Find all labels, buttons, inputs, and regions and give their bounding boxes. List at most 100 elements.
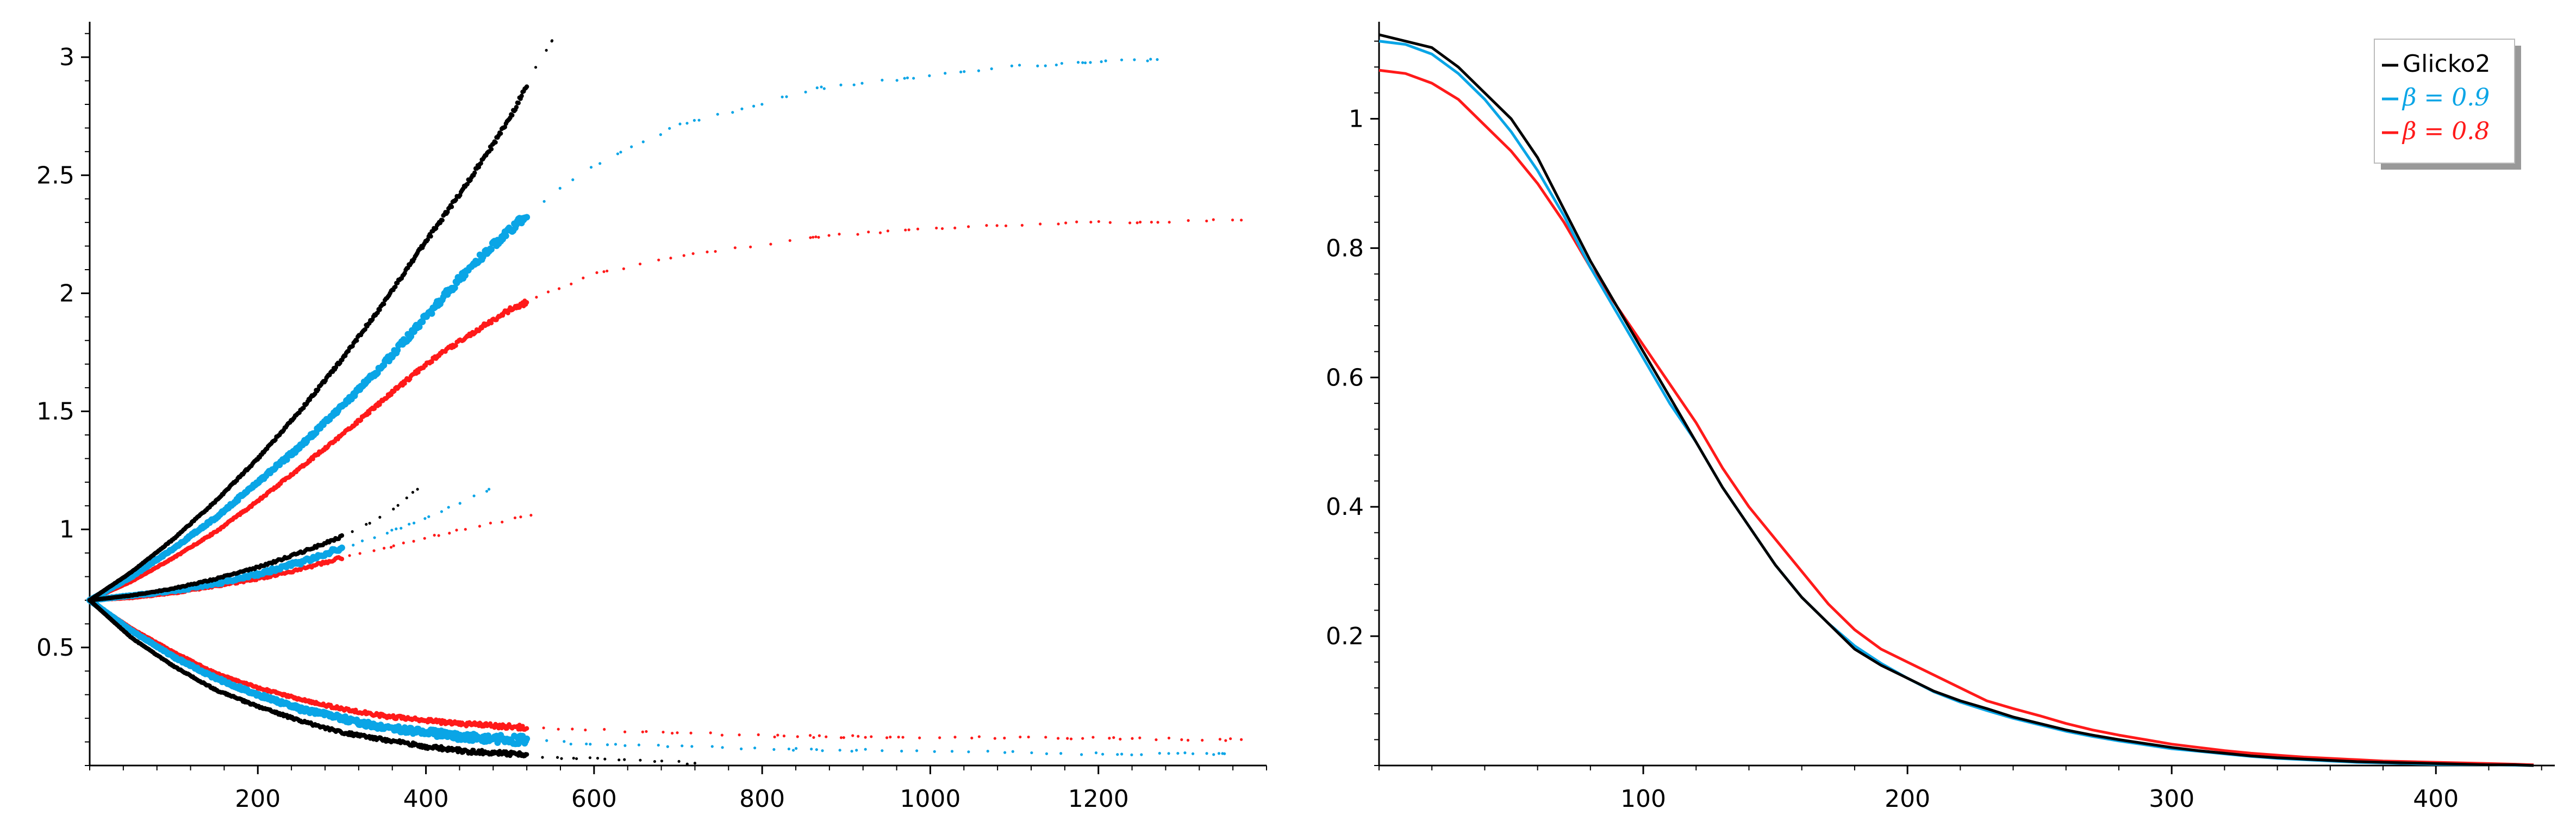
scatter-point (541, 756, 544, 759)
scatter-point (639, 758, 642, 762)
scatter-point (585, 742, 588, 745)
scatter-point (839, 83, 843, 86)
scatter-point (1108, 221, 1112, 224)
scatter-point (657, 743, 660, 747)
scatter-point (412, 539, 415, 543)
scatter-series-black-lower (87, 598, 697, 766)
scatter-point (1064, 221, 1068, 225)
scatter-point (558, 186, 562, 190)
scatter-point (870, 735, 873, 738)
scatter-point (757, 733, 760, 736)
scatter-point (938, 736, 941, 739)
scatter-point (900, 749, 903, 753)
scatter-point (519, 515, 522, 519)
scatter-point (641, 140, 645, 144)
scatter-point (385, 532, 389, 535)
scatter-point (1217, 752, 1221, 755)
scatter-point (1138, 220, 1142, 224)
scatter-point (451, 284, 458, 291)
scatter-point (427, 515, 431, 518)
scatter-point (720, 733, 723, 737)
scatter-point (348, 554, 351, 557)
scatter-point (550, 39, 554, 42)
scatter-point (616, 152, 619, 155)
scatter-point (458, 502, 461, 505)
scatter-point (1231, 219, 1234, 222)
scatter-point (903, 77, 906, 80)
scatter-point (1116, 753, 1119, 756)
scatter-point (860, 82, 864, 85)
scatter-point (411, 490, 415, 494)
scatter-point (685, 762, 689, 766)
scatter-point (950, 750, 954, 753)
scatter-point (977, 735, 981, 738)
scatter-point (389, 545, 393, 549)
scatter-point (440, 510, 444, 513)
scatter-point (588, 756, 592, 760)
scatter-point (791, 749, 795, 752)
scatter-point (1060, 61, 1063, 65)
scatter-point (1055, 63, 1058, 67)
left-y-tick-label: 1 (59, 516, 74, 544)
scatter-point (416, 370, 421, 375)
scatter-point (510, 113, 515, 118)
scatter-point (1089, 61, 1092, 64)
left-y-tick-label: 0.5 (36, 634, 74, 662)
scatter-point (603, 757, 607, 761)
scatter-point (731, 111, 734, 114)
scatter-point (596, 756, 600, 760)
left-y-tick-label: 2.5 (36, 161, 74, 189)
scatter-point (740, 747, 743, 750)
scatter-point (821, 749, 824, 752)
scatter-point (986, 750, 989, 753)
left-y-tick-label: 3 (59, 43, 74, 71)
scatter-point (838, 749, 841, 752)
scatter-point (560, 757, 563, 760)
scatter-point (360, 539, 364, 543)
scatter-point (556, 756, 559, 759)
scatter-point (373, 536, 376, 539)
scatter-point (1120, 58, 1124, 61)
scatter-point (623, 730, 627, 733)
scatter-point (519, 94, 524, 98)
scatter-point (1083, 61, 1087, 65)
scatter-point (710, 745, 714, 748)
scatter-point (619, 151, 622, 154)
scatter-point (584, 729, 587, 732)
scatter-point (653, 760, 657, 763)
scatter-point (740, 107, 744, 110)
scatter-point (1150, 220, 1153, 224)
scatter-point (1183, 751, 1187, 755)
scatter-series-blue-lower (86, 597, 1226, 757)
scatter-point (392, 507, 395, 511)
scatter-point (1045, 752, 1049, 755)
scatter-point (1069, 737, 1073, 741)
scatter-point (1224, 739, 1227, 742)
scatter-point (400, 526, 403, 530)
scatter-point (1167, 736, 1171, 740)
scatter-point (338, 544, 345, 551)
scatter-point (1097, 220, 1100, 223)
scatter-point (657, 258, 660, 262)
scatter-point (489, 321, 494, 326)
scatter-series-red-lower (87, 598, 1243, 742)
legend: Glicko2 β = 0.9 β = 0.8 (2374, 39, 2521, 170)
scatter-point (408, 522, 411, 526)
scatter-point (589, 166, 593, 169)
scatter-point (738, 733, 741, 737)
scatter-point (753, 746, 757, 750)
scatter-point (524, 752, 529, 757)
scatter-point (1240, 738, 1243, 741)
right-x-tick-label: 400 (2413, 785, 2459, 813)
scatter-point (935, 226, 938, 230)
scatter-point (358, 552, 361, 555)
scatter-point (709, 731, 712, 735)
scatter-point (546, 290, 550, 294)
scatter-point (478, 161, 483, 166)
scatter-point (781, 95, 784, 98)
scatter-point (1100, 60, 1103, 64)
scatter-point (569, 742, 572, 746)
scatter-point (881, 749, 884, 752)
scatter-point (1020, 223, 1024, 227)
scatter-point (721, 746, 724, 749)
